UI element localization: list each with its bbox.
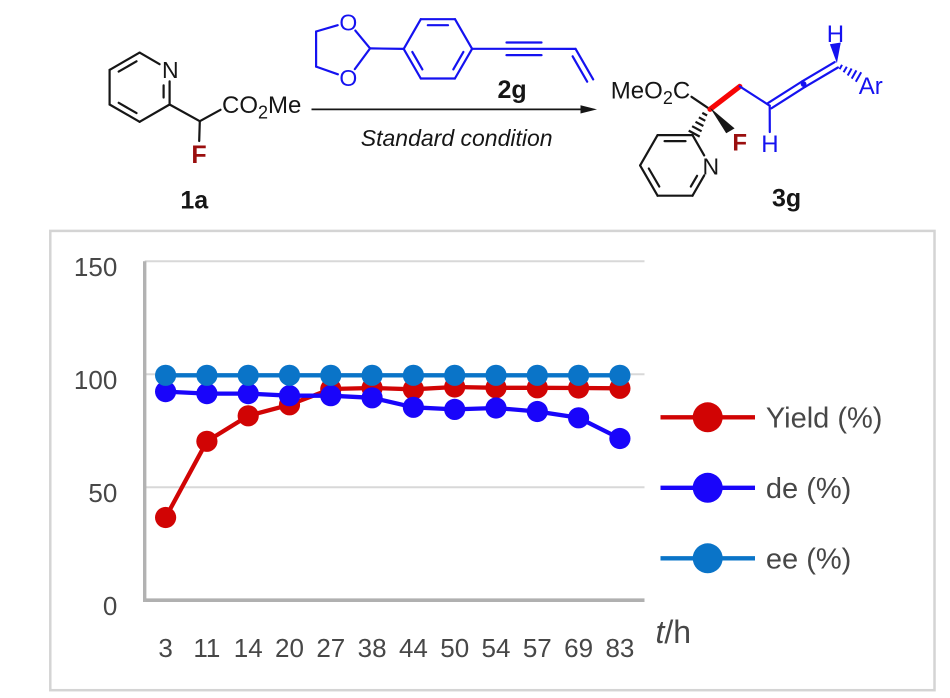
svg-text:27: 27	[316, 633, 345, 663]
svg-text:Ar: Ar	[859, 73, 883, 100]
svg-text:100: 100	[74, 365, 117, 395]
svg-text:O: O	[339, 9, 357, 35]
svg-text:50: 50	[88, 478, 117, 508]
svg-text:2g: 2g	[498, 76, 527, 104]
svg-text:ee (%): ee (%)	[766, 544, 851, 576]
svg-text:11: 11	[193, 633, 220, 663]
svg-text:F: F	[732, 130, 747, 157]
svg-text:150: 150	[74, 252, 117, 282]
svg-text:50: 50	[440, 633, 469, 663]
svg-text:t/h: t/h	[656, 614, 692, 650]
svg-text:0: 0	[103, 591, 117, 621]
svg-text:54: 54	[482, 633, 511, 663]
svg-text:57: 57	[523, 633, 552, 663]
svg-text:83: 83	[605, 633, 634, 663]
svg-text:44: 44	[399, 633, 428, 663]
svg-text:F: F	[191, 141, 206, 169]
svg-text:O: O	[339, 65, 357, 91]
svg-text:20: 20	[275, 633, 304, 663]
svg-text:14: 14	[234, 633, 263, 663]
svg-text:Yield (%): Yield (%)	[766, 403, 883, 435]
svg-text:3g: 3g	[772, 185, 801, 213]
svg-text:H: H	[761, 131, 778, 158]
svg-text:3: 3	[158, 633, 172, 663]
svg-text:Standard condition: Standard condition	[361, 125, 553, 151]
svg-text:N: N	[702, 153, 719, 179]
svg-text:MeO2C: MeO2C	[611, 78, 690, 109]
svg-text:H: H	[827, 21, 844, 48]
svg-text:1a: 1a	[180, 186, 209, 214]
svg-text:N: N	[162, 57, 179, 83]
svg-text:69: 69	[564, 633, 593, 663]
svg-text:de (%): de (%)	[766, 473, 851, 505]
svg-text:38: 38	[358, 633, 387, 663]
